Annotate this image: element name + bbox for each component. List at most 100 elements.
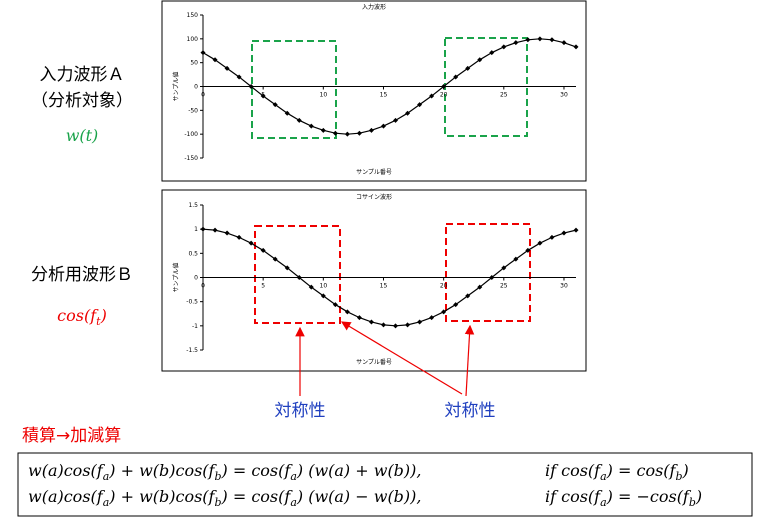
subscript: a [600,496,607,509]
y-tick-label: -0.5 [186,299,198,306]
y-tick-label: -1.5 [186,347,198,354]
point [200,50,206,56]
label: 入力波形Ａ [40,65,125,85]
math-text: ) [695,487,702,506]
point [368,319,374,325]
x-tick-label: 10 [320,92,328,99]
x-tick-label: 30 [560,92,568,99]
math-text: ) + w(b)cos(f [108,487,217,506]
chart-frame [161,189,587,372]
point [441,309,447,315]
point [525,247,531,253]
symbol: cos(ft) [57,306,107,328]
subscript: b [675,470,682,483]
point [224,230,230,236]
point [549,234,555,240]
y-axis-label: サンプル値 [172,72,180,102]
point [405,110,411,116]
point [356,315,362,321]
heading: 積算→加減算 [22,426,121,446]
point [200,226,206,232]
x-tick-label: 25 [500,283,508,290]
highlight [445,223,531,322]
point [513,256,519,262]
point [513,40,519,46]
subscript: t [96,315,101,328]
point [344,131,350,137]
x-tick-label: 15 [380,283,388,290]
math-text: ) + w(b)cos(f [108,461,217,480]
x-tick-label: 0 [201,92,205,99]
math-text: if cos(f [545,461,603,480]
formula: w(a)cos(fa) + w(b)cos(fb) = cos(fa) (w(a… [28,487,422,509]
point [561,40,567,46]
point [344,309,350,315]
point [248,240,254,246]
point [296,117,302,123]
symbol: w(t) [66,126,99,145]
annotation: 対称性 [445,401,496,421]
subscript: a [600,470,607,483]
point [260,93,266,99]
point [501,44,507,50]
point [212,57,218,63]
point [417,102,423,108]
math-text: ) = −cos(f [606,487,692,506]
point [537,36,543,42]
y-tick-label: 1 [194,226,198,233]
point [429,93,435,99]
point [296,275,302,280]
math-text: w(a)cos(f [28,461,106,480]
point [393,117,399,123]
point [465,293,471,299]
point [393,323,399,329]
point [260,247,266,253]
arrow [340,321,463,395]
formula-condition: if cos(fa) = cos(fb) [545,461,689,483]
point [477,57,483,63]
formula-box [17,452,753,517]
point [417,319,423,325]
point [224,65,230,71]
chart-title: 入力波形 [362,3,386,11]
highlight [254,225,341,324]
x-tick-label: 25 [500,92,508,99]
y-tick-label: -150 [184,155,198,162]
chart-frame [161,0,587,182]
arrow [464,324,475,397]
point [573,44,579,50]
x-tick-label: 15 [380,92,388,99]
subscript: a [103,496,110,509]
chart-title: コサイン波形 [356,193,392,201]
math-text: cos(f [57,306,99,325]
x-axis-label: サンプル番号 [356,359,392,366]
point [236,74,242,80]
line [202,228,577,327]
subscript: b [214,496,221,509]
point [453,74,459,80]
y-tick-label: -50 [188,107,198,114]
point [368,127,374,133]
formula: w(a)cos(fa) + w(b)cos(fb) = cos(fa) (w(a… [28,461,422,483]
y-tick-label: 0 [194,275,198,282]
x-tick-label: 5 [261,283,265,290]
point [477,284,483,290]
point [212,227,218,233]
arrows [295,321,475,397]
point [525,37,531,43]
y-tick-label: -1 [192,323,198,330]
annotation: 対称性 [275,401,326,421]
point [308,284,314,290]
point [284,110,290,116]
point [272,256,278,262]
math-text: ) = cos(f [606,461,679,480]
x-tick-label: 20 [440,92,448,99]
point [356,130,362,136]
point [441,84,447,89]
subscript: a [290,470,297,483]
formula-condition: if cos(fa) = −cos(fb) [545,487,702,509]
point [429,315,435,321]
y-tick-label: 100 [187,36,199,43]
point [561,230,567,236]
y-axis-label: サンプル値 [172,263,180,293]
